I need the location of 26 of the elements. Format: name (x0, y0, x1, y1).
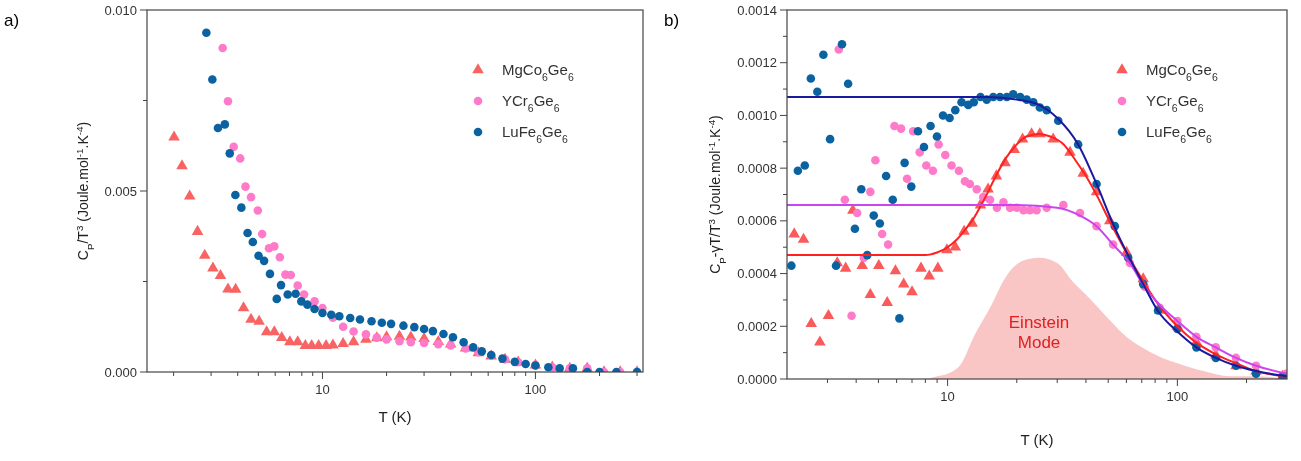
x-tick-label: 10 (940, 389, 955, 404)
legend-label: YCr$_{6}$Ge$_{6}$ (502, 92, 560, 114)
legend-label: MgCo$_{6}$Ge$_{6}$ (502, 61, 574, 83)
chart-title: a) (4, 11, 20, 30)
y-tick-label: 0.010 (104, 2, 137, 18)
y-tick-label: 0.0006 (737, 213, 777, 229)
x-axis-title: T (K) (378, 408, 412, 425)
legend-label: MgCo$_{6}$Ge$_{6}$ (1146, 61, 1218, 83)
y-tick-label: 0.000 (104, 364, 137, 380)
y-tick-label: 0.0002 (737, 318, 777, 334)
y-tick-label: 0.0004 (737, 266, 777, 282)
x-axis-title: T (K) (1020, 431, 1054, 448)
legend-label: LuFe$_{6}$Ge$_{6}$ (1146, 123, 1213, 145)
y-tick-label: 0.0012 (737, 55, 777, 71)
y-tick-label: 0.005 (104, 183, 137, 199)
y-tick-label: 0.0014 (737, 2, 777, 18)
x-tick-label: 100 (524, 382, 547, 397)
annotation: Einstein Mode (1008, 313, 1070, 353)
legend-label: LuFe$_{6}$Ge$_{6}$ (502, 123, 569, 145)
x-tick-label: 100 (1166, 389, 1189, 404)
y-tick-label: 0.0008 (737, 160, 777, 176)
y-tick-label: 0.0000 (737, 371, 777, 387)
y-tick-label: 0.0010 (737, 107, 777, 123)
chart-title: b) (664, 11, 680, 30)
legend-label: YCr$_{6}$Ge$_{6}$ (1146, 92, 1204, 114)
x-tick-label: 10 (315, 382, 330, 397)
